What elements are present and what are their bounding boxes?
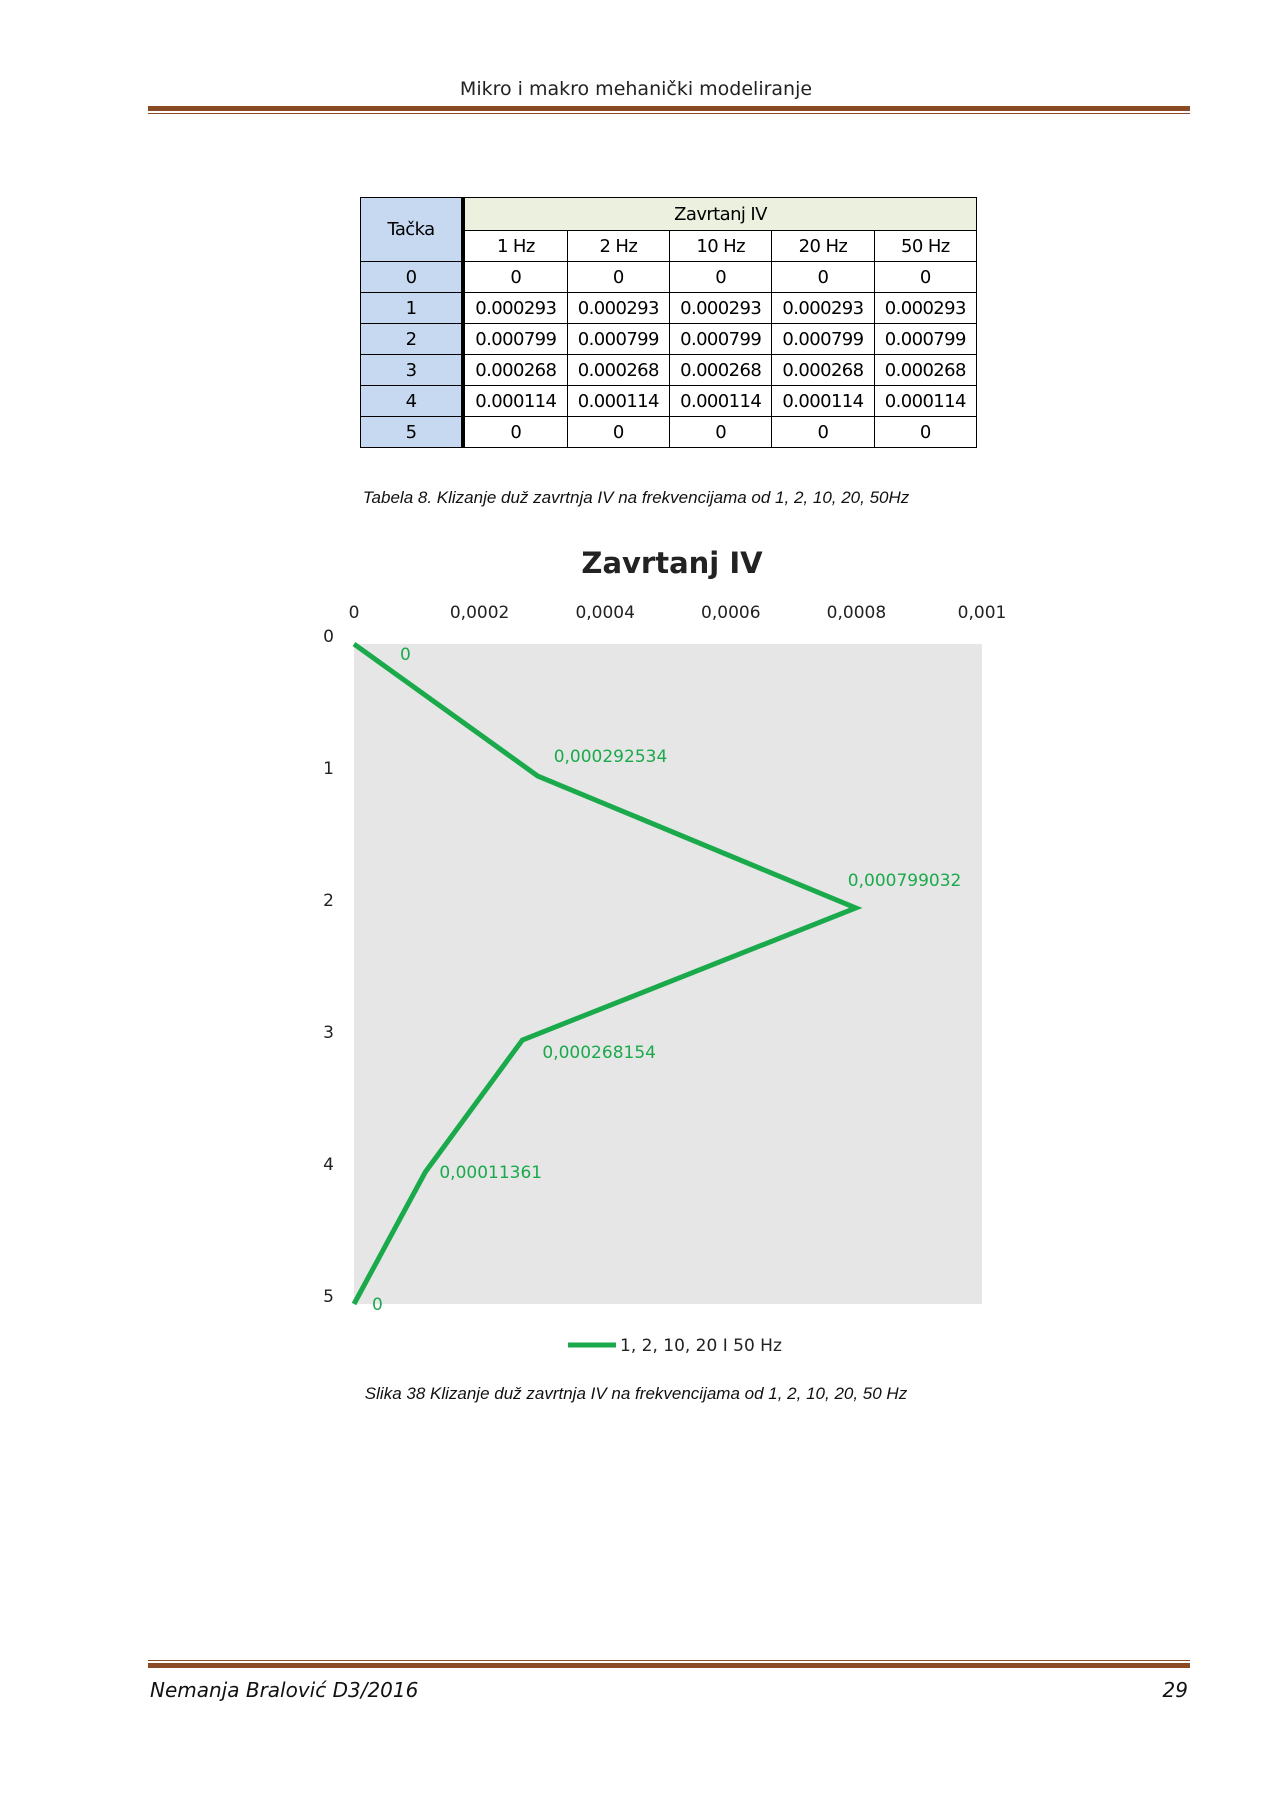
table-cell: 0.000293 (771, 292, 875, 324)
data-label: 0,00011361 (439, 1163, 542, 1183)
table-cell: 0.000799 (873, 323, 978, 355)
y-tick-label: 0 (323, 627, 334, 647)
table-row: 4 0.000114 0.000114 0.000114 0.000114 0.00011… (360, 385, 978, 417)
y-tick-label: 1 (323, 759, 334, 779)
column-header: 10 Hz (668, 230, 773, 262)
header-rule (148, 106, 1190, 114)
row-point-label: 5 (360, 416, 465, 448)
figure-caption: Slika 38 Klizanje duž zavrtnja IV na fre… (364, 1384, 908, 1403)
table-cell: 0.000293 (873, 292, 978, 324)
column-header: 20 Hz (771, 230, 875, 262)
row-point-label: 0 (360, 261, 465, 293)
table-cell: 0.000268 (873, 354, 978, 386)
table-cell: 0.000268 (462, 354, 568, 386)
table-row: 1 0.000293 0.000293 0.000293 0.000293 0.00029… (360, 292, 978, 324)
slip-chart: Zavrtanj IV 0 0,0002 0,0004 0,0006 0,0008 0,0… (323, 546, 1007, 1356)
table-cell: 0 (566, 416, 671, 448)
column-header: 1 Hz (462, 230, 568, 262)
table-corner-label: Tačka (360, 197, 465, 262)
x-tick-label: 0,001 (958, 603, 1007, 623)
table-cell: 0.000114 (566, 385, 671, 417)
table-cell: 0.000799 (771, 323, 875, 355)
table-cell: 0.000799 (668, 323, 773, 355)
table-cell: 0.000114 (873, 385, 978, 417)
row-point-label: 3 (360, 354, 465, 386)
table-cell: 0.000268 (668, 354, 773, 386)
table-cell: 0 (771, 416, 875, 448)
row-point-label: 2 (360, 323, 465, 355)
y-tick-label: 5 (323, 1287, 334, 1307)
table-cell: 0.000114 (771, 385, 875, 417)
legend-label: 1, 2, 10, 20 I 50 Hz (620, 1336, 782, 1356)
table-cell: 0.000799 (566, 323, 671, 355)
x-axis-ticks: 0 0,0002 0,0004 0,0006 0,0008 0,001 (349, 603, 1007, 623)
table-cell: 0 (462, 416, 568, 448)
x-tick-label: 0,0006 (701, 603, 760, 623)
table-cell: 0 (668, 416, 773, 448)
table-cell: 0.000293 (462, 292, 568, 324)
data-label: 0 (372, 1295, 383, 1315)
data-label: 0 (400, 645, 411, 665)
column-header: 50 Hz (873, 230, 978, 262)
data-label: 0,000799032 (848, 871, 962, 891)
chart-legend: 1, 2, 10, 20 I 50 Hz (568, 1336, 782, 1356)
plot-area (354, 644, 982, 1304)
table-cell: 0 (771, 261, 875, 293)
table-cell: 0.000293 (668, 292, 773, 324)
table-row: 2 0.000799 0.000799 0.000799 0.000799 0.00079… (360, 323, 978, 355)
footer-rule (148, 1660, 1190, 1668)
y-axis-ticks: 0 1 2 3 4 5 (323, 627, 334, 1307)
x-tick-label: 0,0004 (575, 603, 634, 623)
table-cell: 0.000799 (462, 323, 568, 355)
table-cell: 0.000114 (668, 385, 773, 417)
series-line (351, 641, 863, 1306)
x-tick-label: 0,0008 (827, 603, 886, 623)
x-tick-label: 0 (349, 603, 360, 623)
table-row: 3 0.000268 0.000268 0.000268 0.000268 0.00026… (360, 354, 978, 386)
column-header: 2 Hz (566, 230, 671, 262)
data-label: 0,000268154 (542, 1043, 656, 1063)
footer-author: Nemanja Bralović D3/2016 (150, 1678, 419, 1702)
table-cell: 0.000293 (566, 292, 671, 324)
table-cell: 0 (462, 261, 568, 293)
x-tick-label: 0,0002 (450, 603, 509, 623)
table-cell: 0.000114 (462, 385, 568, 417)
table-caption: Tabela 8. Klizanje duž zavrtnja IV na fr… (362, 488, 910, 507)
table-cell: 0.000268 (566, 354, 671, 386)
y-tick-label: 2 (323, 891, 334, 911)
y-tick-label: 4 (323, 1155, 334, 1175)
slip-table: Tačka Zavrtanj IV 1 Hz 2 Hz 10 Hz 20 Hz 50 H… (360, 197, 978, 448)
row-point-label: 1 (360, 292, 465, 324)
row-point-label: 4 (360, 385, 465, 417)
running-header: Mikro i makro mehanički modeliranje (459, 78, 813, 100)
table-group-label: Zavrtanj IV (462, 197, 977, 231)
table-cell: 0 (668, 261, 773, 293)
y-tick-label: 3 (323, 1023, 334, 1043)
table-cell: 0 (566, 261, 671, 293)
chart-title: Zavrtanj IV (581, 546, 763, 580)
table-cell: 0.000268 (771, 354, 875, 386)
table-column-header-row: 1 Hz 2 Hz 10 Hz 20 Hz 50 Hz (361, 230, 978, 262)
table-cell: 0 (873, 416, 978, 448)
data-label: 0,000292534 (554, 747, 668, 767)
page-number: 29 (1162, 1678, 1188, 1702)
data-labels: 0 0,000292534 0,000799032 0,000268154 0,0001… (372, 645, 961, 1315)
table-cell: 0 (873, 261, 978, 293)
